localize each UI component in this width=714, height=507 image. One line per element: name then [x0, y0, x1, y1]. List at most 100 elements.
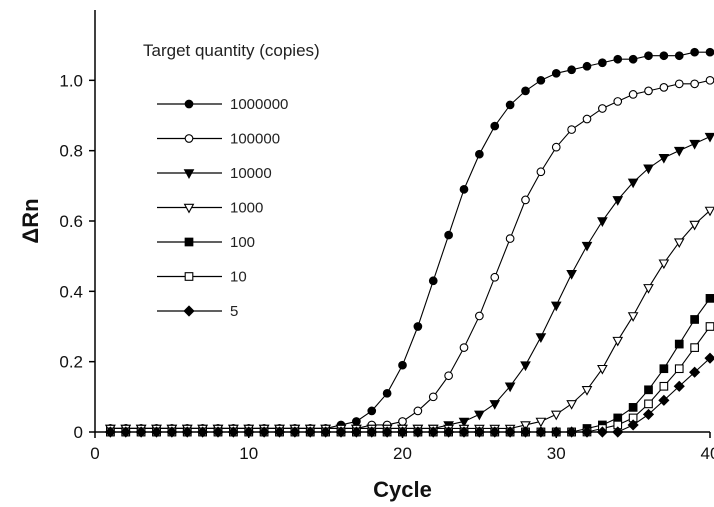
data-point [628, 90, 638, 99]
y-tick-label: 0.2 [59, 353, 83, 372]
data-point [521, 86, 530, 96]
y-tick-label: 0.8 [59, 142, 83, 161]
legend-marker [184, 134, 194, 143]
data-point [643, 164, 654, 175]
data-point [612, 196, 624, 206]
data-point [644, 399, 653, 409]
data-point [459, 185, 469, 194]
data-point [551, 142, 561, 152]
legend-label: 5 [230, 303, 238, 320]
x-tick-label: 20 [393, 444, 412, 463]
legend-marker [184, 237, 194, 247]
data-point [627, 312, 639, 322]
series-1000 [105, 206, 714, 435]
x-tick-label: 40 [701, 444, 714, 463]
data-point [428, 392, 438, 402]
data-point [628, 403, 638, 412]
data-point [459, 343, 469, 352]
data-point [520, 361, 531, 372]
legend-item: 100 [157, 234, 255, 251]
data-point [642, 408, 655, 420]
data-point [581, 386, 593, 396]
series-line [110, 298, 711, 433]
data-point [520, 421, 531, 431]
y-tick-label: 0 [74, 423, 83, 442]
data-point [643, 284, 654, 294]
data-point [505, 234, 515, 243]
data-point [444, 371, 453, 381]
data-point [581, 241, 593, 252]
y-axis-ticks: 0 0.2 0.4 0.6 0.8 1.0 [59, 71, 95, 442]
data-point [367, 406, 377, 416]
data-point [673, 146, 685, 157]
data-point [504, 382, 516, 393]
data-point [582, 114, 592, 124]
data-point [613, 54, 623, 64]
legend-label: 100000 [230, 131, 280, 148]
data-point [566, 269, 577, 280]
legend-marker [184, 272, 194, 281]
data-point [597, 364, 608, 375]
data-point [398, 360, 407, 370]
data-point [597, 217, 608, 227]
data-point [550, 301, 562, 312]
data-point [704, 352, 714, 364]
data-point [704, 206, 714, 217]
x-axis-ticks: 0 10 20 30 40 [90, 432, 714, 463]
data-point [690, 79, 699, 89]
data-point [490, 272, 500, 282]
data-point [674, 79, 684, 89]
legend-marker [183, 169, 195, 179]
data-point [705, 322, 714, 331]
data-point [413, 406, 423, 416]
data-point [659, 364, 669, 374]
data-point [505, 100, 515, 110]
legend-label: 10000 [230, 165, 272, 182]
legend-marker [184, 99, 194, 109]
y-axis-title: ΔRn [18, 198, 43, 243]
data-point [644, 385, 653, 395]
series-100000 [106, 75, 714, 433]
data-point [535, 333, 547, 343]
data-point [612, 336, 624, 347]
data-point [352, 417, 361, 426]
data-point [474, 410, 485, 421]
data-point [490, 121, 500, 131]
data-point [628, 54, 638, 64]
data-point [598, 104, 607, 113]
data-point [705, 75, 714, 85]
legend-item: 100000 [157, 131, 280, 148]
legend-item: 10000 [157, 165, 272, 182]
y-tick-label: 0.4 [59, 282, 83, 301]
data-point [382, 388, 392, 398]
data-point [536, 167, 546, 177]
legend-item: 1000 [157, 200, 263, 217]
x-tick-label: 30 [547, 444, 566, 463]
series-line [110, 79, 711, 430]
series-layer [104, 47, 714, 438]
data-point [659, 51, 669, 61]
data-point [550, 410, 562, 421]
data-point [674, 364, 684, 374]
data-point [398, 417, 407, 426]
legend-label: 1000 [230, 200, 263, 217]
data-point [659, 381, 669, 391]
series-100 [106, 294, 714, 437]
data-point [428, 276, 438, 286]
legend-item: 5 [157, 303, 238, 320]
data-point [613, 97, 623, 106]
data-point [458, 417, 470, 428]
legend-item: 10 [157, 269, 247, 286]
y-tick-label: 0.6 [59, 212, 83, 231]
legend-label: 1000000 [230, 96, 288, 113]
data-point [689, 366, 701, 378]
data-point [704, 132, 714, 143]
data-point [598, 58, 607, 68]
data-point [475, 311, 484, 321]
series-line [110, 136, 711, 430]
data-point [644, 51, 653, 61]
data-point [536, 75, 546, 85]
data-point [567, 65, 576, 75]
